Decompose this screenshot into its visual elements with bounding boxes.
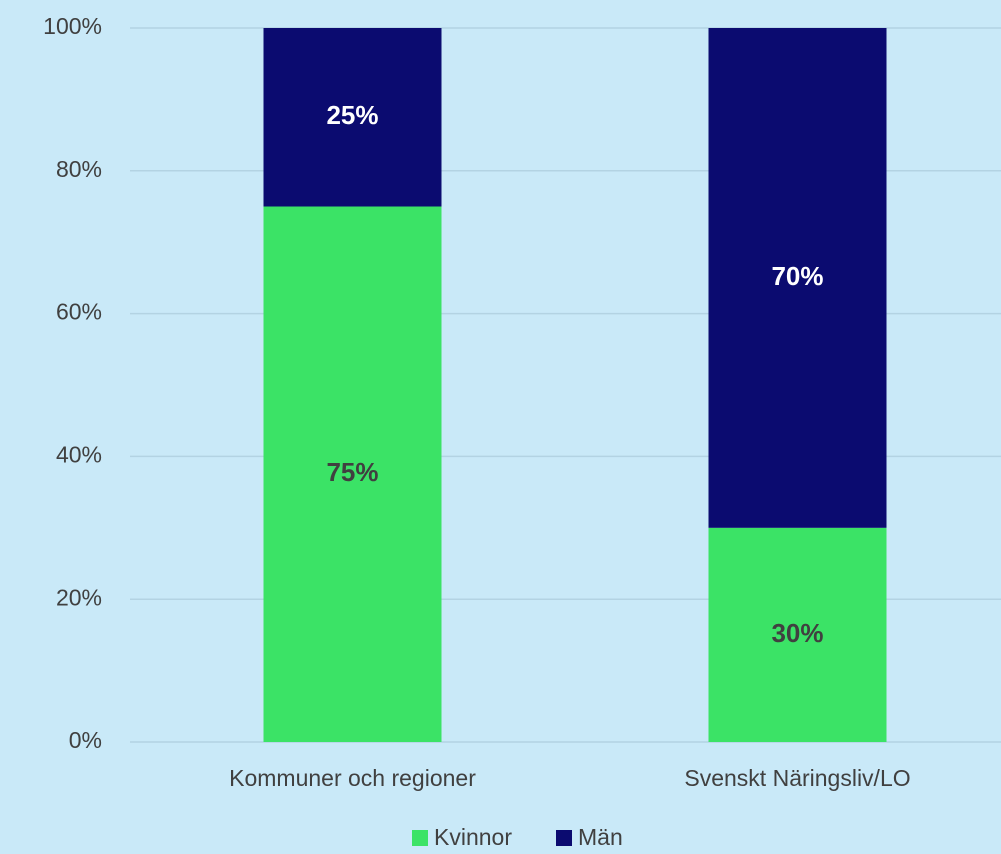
data-label: 25% (326, 100, 378, 130)
data-label: 70% (771, 261, 823, 291)
y-tick-label: 60% (56, 299, 102, 325)
legend-label: Kvinnor (434, 824, 512, 850)
data-label: 30% (771, 618, 823, 648)
data-label: 75% (326, 457, 378, 487)
y-tick-label: 80% (56, 156, 102, 182)
y-tick-label: 100% (43, 13, 102, 39)
bar-segment (708, 527, 887, 742)
bar-segment (708, 28, 887, 528)
x-tick-label: Svenskt Näringsliv/LO (684, 765, 910, 791)
y-tick-label: 20% (56, 584, 102, 610)
bar-segment (263, 28, 442, 207)
y-tick-label: 0% (69, 727, 102, 753)
y-tick-label: 40% (56, 441, 102, 467)
legend-swatch (556, 830, 572, 846)
legend-label: Män (578, 824, 623, 850)
x-tick-label: Kommuner och regioner (229, 765, 476, 791)
bar-segment (263, 206, 442, 742)
legend-swatch (412, 830, 428, 846)
